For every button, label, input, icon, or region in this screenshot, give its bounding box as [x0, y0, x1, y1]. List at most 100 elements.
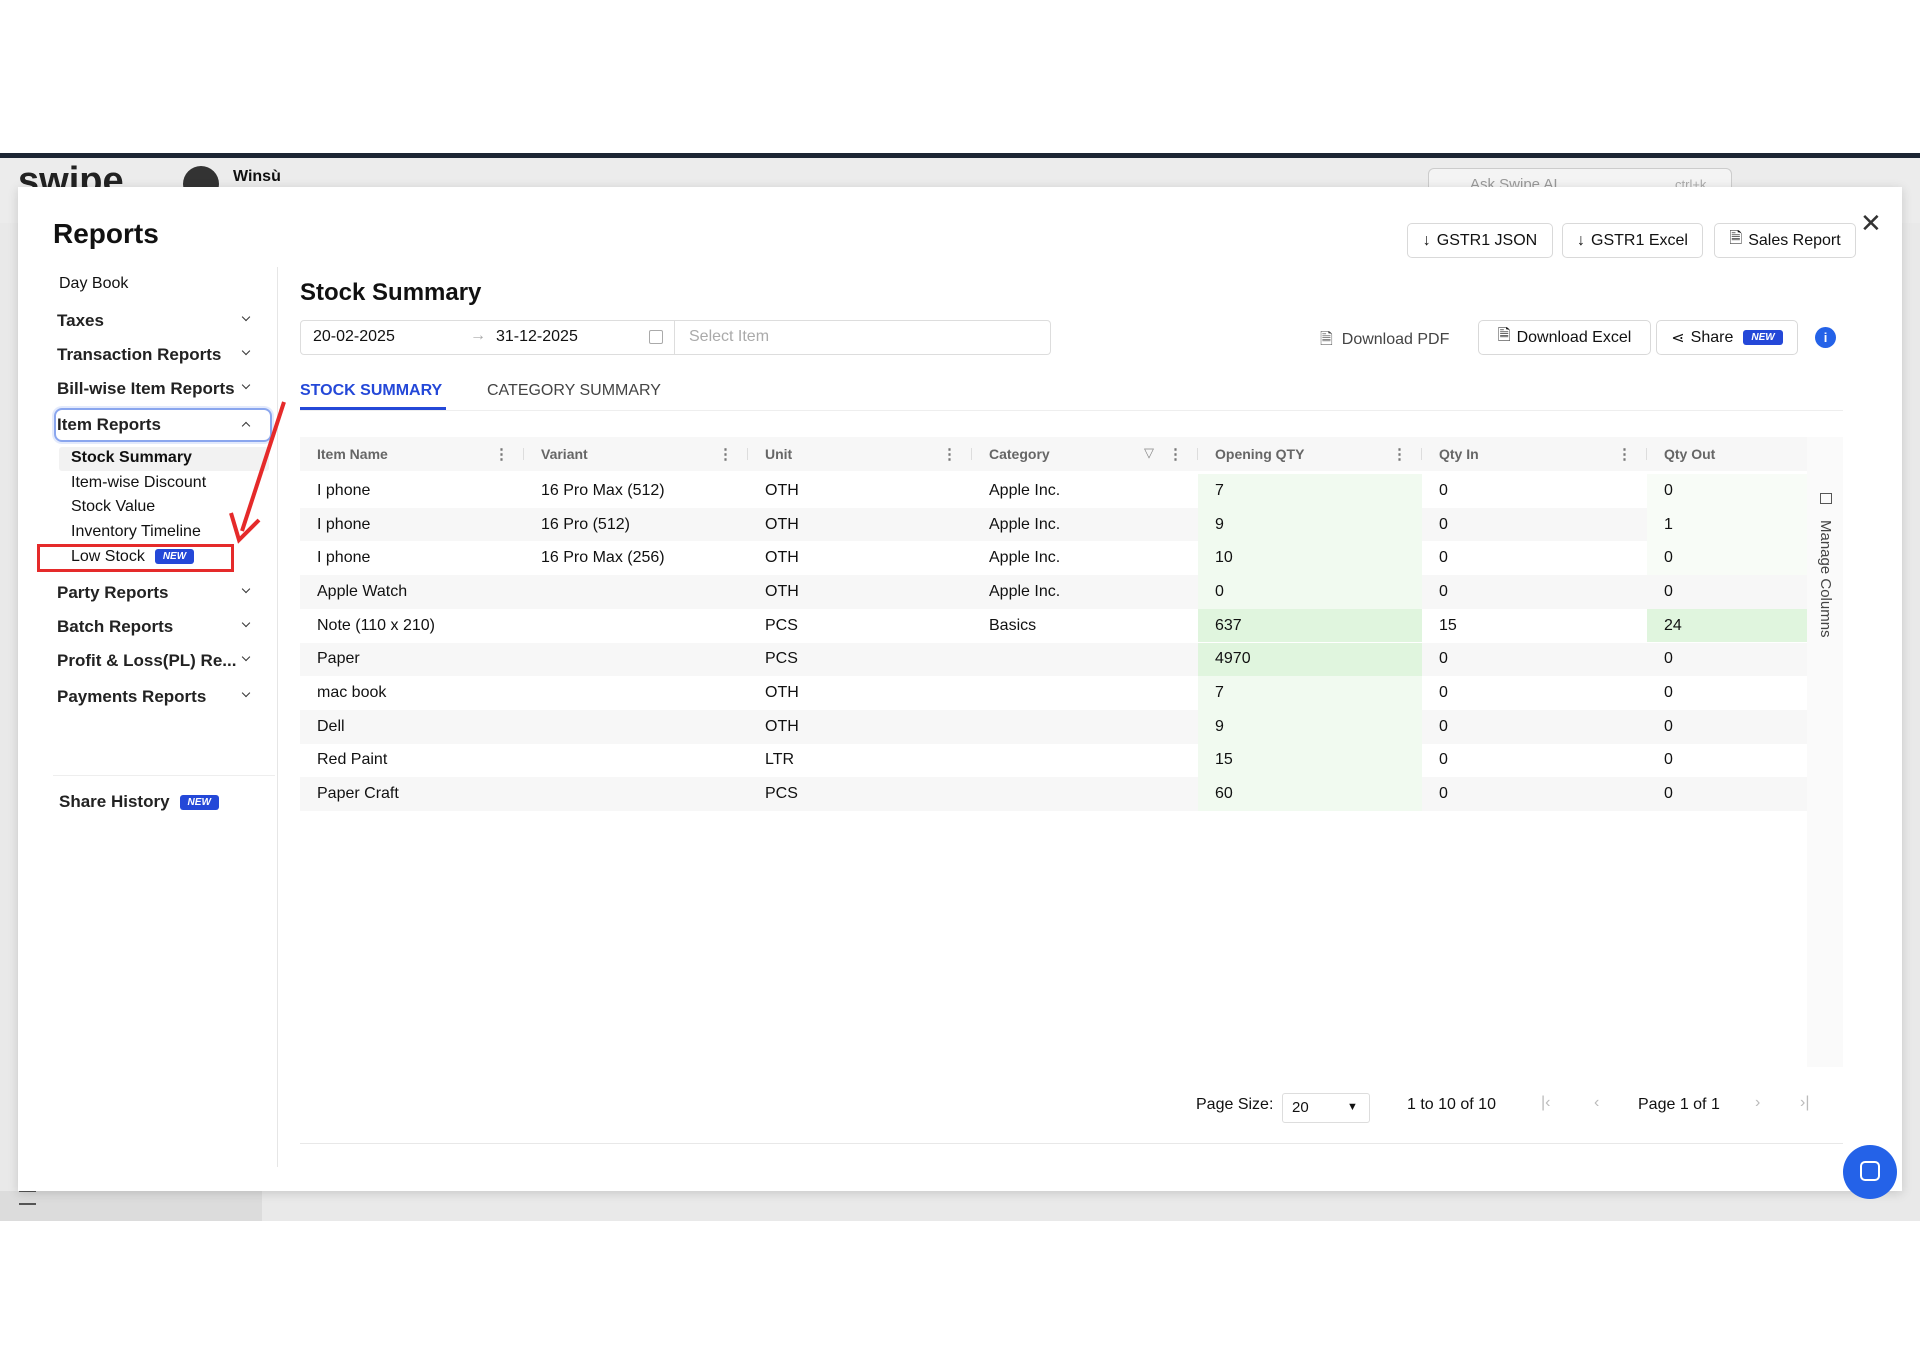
table-cell: 0	[1439, 751, 1448, 769]
column-menu[interactable]: ⋮	[1392, 446, 1407, 463]
share-history[interactable]: Share History NEW	[59, 792, 219, 812]
column-menu[interactable]: ⋮	[718, 446, 733, 463]
table-cell: PCS	[765, 650, 798, 668]
column-menu[interactable]: ⋮	[1168, 446, 1183, 463]
table-row	[300, 642, 1807, 677]
table-cell: 0	[1664, 684, 1673, 702]
label: Stock Value	[71, 498, 156, 515]
column-menu[interactable]: ⋮	[494, 446, 509, 463]
table-cell	[524, 676, 748, 710]
sidebar-item[interactable]: Batch Reports	[57, 617, 174, 636]
sidebar-subitem[interactable]: Item-wise Discount	[71, 474, 206, 492]
manage-columns-icon[interactable]	[1820, 493, 1832, 504]
table-cell	[524, 609, 748, 643]
download-pdf[interactable]: 🗎 Download PDF	[1320, 331, 1450, 348]
date-range[interactable]	[300, 320, 675, 355]
table-cell: OTH	[765, 582, 799, 600]
column-header[interactable]: Item Name	[317, 446, 388, 462]
row-range: 1 to 10 of 10	[1407, 1096, 1496, 1113]
sidebar-item[interactable]: Bill-wise Item Reports	[57, 379, 235, 398]
gstr1-excel-button[interactable]: ↓ GSTR1 Excel	[1562, 223, 1703, 258]
table-cell: Apple Inc.	[989, 481, 1061, 499]
column-header[interactable]: Qty Out	[1664, 446, 1716, 462]
sidebar-subitem[interactable]: Stock Value	[71, 498, 155, 516]
filter-icon[interactable]: ▽	[1144, 445, 1154, 460]
table-header	[300, 437, 1807, 471]
table-cell: 16 Pro Max (512)	[541, 481, 665, 499]
download-excel[interactable]: 🗎 Download Excel	[1478, 320, 1651, 355]
sidebar-divider	[277, 267, 278, 1167]
share-button[interactable]: ⋖ Share NEW	[1656, 320, 1798, 355]
table-row	[300, 474, 1807, 508]
sidebar-item[interactable]: Payments Reports	[57, 687, 207, 706]
column-header[interactable]: Category	[989, 446, 1050, 462]
label: Share	[1690, 328, 1734, 346]
column-separator	[1197, 448, 1198, 460]
item-select[interactable]	[675, 320, 1051, 355]
prev-page[interactable]: ‹	[1594, 1094, 1600, 1111]
column-header[interactable]: Qty In	[1439, 446, 1479, 462]
close-button[interactable]: ✕	[1860, 208, 1882, 238]
arrow-shaft	[240, 401, 286, 532]
column-header[interactable]: Variant	[541, 446, 588, 462]
sidebar-item[interactable]: Item Reports	[57, 415, 161, 434]
table-cell: 0	[1647, 541, 1807, 576]
last-page[interactable]: ›|	[1800, 1094, 1810, 1111]
table-cell: Apple Watch	[317, 582, 408, 600]
tab-active[interactable]: STOCK SUMMARY	[300, 382, 443, 399]
table-cell: 0	[1439, 717, 1448, 735]
sidebar-item[interactable]: Party Reports	[57, 583, 169, 602]
badge: NEW	[1743, 330, 1783, 345]
date-arrow: →	[470, 327, 486, 344]
column-menu[interactable]: ⋮	[1617, 446, 1632, 463]
table-cell: 0	[1664, 582, 1673, 600]
table-cell	[524, 575, 748, 609]
chat-icon	[1860, 1161, 1880, 1181]
table-cell: 637	[1198, 608, 1422, 643]
table-cell: 0	[1664, 751, 1673, 769]
sidebar-item[interactable]: Profit & Loss(PL) Re...	[57, 651, 237, 670]
tab-underline	[300, 407, 446, 410]
page-size-select[interactable]	[1282, 1093, 1370, 1123]
info-icon[interactable]: i	[1815, 327, 1836, 348]
sidebar-subitem[interactable]: Inventory Timeline	[71, 523, 201, 541]
tabs-divider	[300, 410, 1843, 411]
column-separator	[1646, 448, 1647, 460]
table-row	[300, 541, 1807, 576]
sidebar-item[interactable]: Day Book	[59, 275, 129, 292]
table-cell: 0	[1439, 650, 1448, 668]
manage-columns[interactable]: Manage Columns	[1817, 520, 1834, 638]
column-header[interactable]: Unit	[765, 446, 793, 462]
next-page[interactable]: ›	[1755, 1094, 1761, 1111]
table-cell: 7	[1198, 474, 1422, 508]
hamburger[interactable]	[19, 1190, 36, 1205]
sidebar-item[interactable]: Taxes	[57, 311, 104, 330]
sidebar-subitem[interactable]: Stock Summary	[71, 449, 192, 467]
column-header[interactable]: Opening QTY	[1215, 446, 1305, 462]
item-placeholder: Select Item	[689, 328, 770, 345]
table-cell: 16 Pro (512)	[541, 515, 630, 533]
page-size: 20	[1292, 1099, 1309, 1116]
button-label: GSTR1 Excel	[1591, 231, 1688, 249]
column-menu[interactable]: ⋮	[942, 446, 957, 463]
table-cell: PCS	[765, 785, 798, 803]
table-cell: OTH	[765, 717, 799, 735]
tab[interactable]: CATEGORY SUMMARY	[487, 382, 661, 399]
table-cell: OTH	[765, 481, 799, 499]
table-cell	[524, 777, 748, 811]
table-cell: 0	[1664, 650, 1673, 668]
first-page[interactable]: |‹	[1541, 1094, 1551, 1111]
sidebar-subitem[interactable]: Low Stock NEW	[71, 548, 195, 566]
table-cell	[524, 710, 748, 744]
chat-button[interactable]	[1843, 1145, 1897, 1199]
arrow-head	[229, 512, 261, 544]
sidebar-item[interactable]: Transaction Reports	[57, 345, 222, 364]
gstr1-json-button[interactable]: ↓ GSTR1 JSON	[1407, 223, 1553, 258]
table-row	[300, 676, 1807, 710]
table-row	[300, 709, 1807, 744]
column-separator	[523, 448, 524, 460]
table-cell: Basics	[989, 616, 1037, 634]
sales-report-button[interactable]: 🗎 Sales Report	[1714, 223, 1856, 258]
table-cell: Dell	[317, 717, 345, 735]
